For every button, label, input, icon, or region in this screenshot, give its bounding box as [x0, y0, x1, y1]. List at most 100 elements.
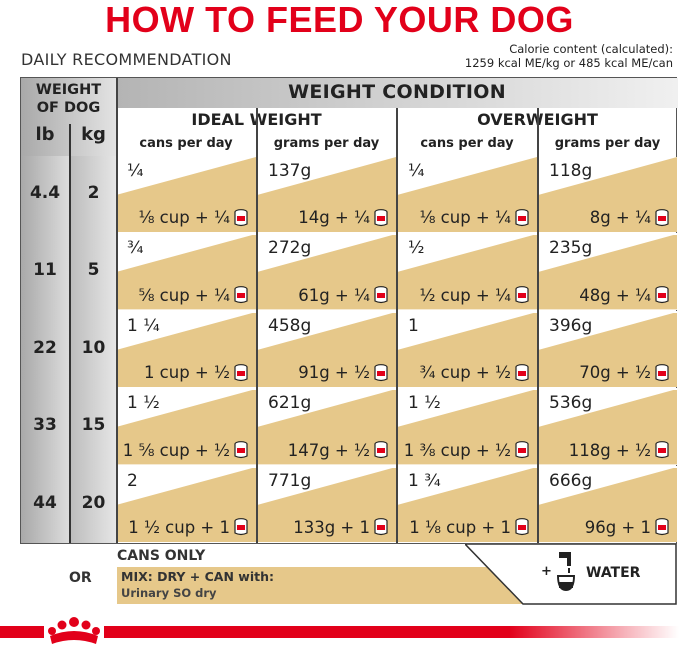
weight-label-line-2: OF DOG — [36, 100, 101, 116]
calorie-line-1: Calorie content (calculated): — [509, 42, 673, 56]
weight-lb-value: 11 — [33, 260, 57, 281]
mix-amount-text: 147g + ½ — [287, 440, 370, 460]
mix-amount-text: 133g + 1 — [293, 517, 370, 537]
cans-only-amount: 137g — [268, 161, 312, 181]
kg-column — [71, 156, 116, 543]
mix-amount: ½ cup + ¼ — [419, 286, 529, 305]
ideal-grams-column-header: grams per day — [273, 136, 380, 151]
cans-only-amount: 1 ½ — [408, 393, 441, 414]
mix-amount-text: 1 ⅜ cup + ½ — [403, 440, 511, 460]
can-icon — [655, 441, 669, 459]
or-label: OR — [69, 570, 92, 586]
can-icon — [374, 286, 388, 304]
water-tap-icon — [557, 552, 575, 591]
cans-only-amount: 2 — [127, 470, 138, 491]
mix-fill-area — [117, 389, 256, 465]
weight-kg-value: 5 — [87, 260, 100, 281]
over-cans-cell: ¼ ⅛ cup + ¼ — [398, 157, 537, 233]
lb-kg-divider — [69, 124, 71, 543]
cans-only-amount: ¼ — [127, 161, 144, 181]
mix-fill-area — [258, 157, 396, 233]
weight-kg-value: 20 — [81, 492, 106, 513]
can-icon — [374, 441, 388, 459]
can-icon — [515, 363, 529, 381]
ideal-cans-cell: 1 ¼ 1 cup + ½ — [117, 311, 256, 388]
can-icon — [374, 518, 388, 536]
can-icon — [515, 441, 529, 459]
cans-only-amount: ¼ — [408, 161, 425, 181]
footer-red-bar — [0, 626, 679, 638]
mix-amount-text: 1 ⅛ cup + 1 — [409, 517, 511, 537]
can-icon — [374, 363, 388, 381]
weight-kg-value: 15 — [81, 415, 106, 436]
over-cans-column-header: cans per day — [420, 136, 514, 151]
mix-fill-area — [398, 466, 537, 542]
mix-amount: 118g + ½ — [569, 441, 669, 460]
mix-amount: ¾ cup + ½ — [419, 363, 529, 382]
ideal-grams-cell: 137g 14g + ¼ — [258, 157, 396, 233]
mix-amount: ⅛ cup + ¼ — [419, 208, 529, 227]
mix-amount-text: ⅛ cup + ¼ — [138, 208, 230, 228]
daily-recommendation-label: DAILY RECOMMENDATION — [21, 50, 232, 69]
grid-line-vertical — [396, 108, 398, 543]
mix-fill-area — [539, 389, 677, 465]
cans-only-amount: 1 ¾ — [408, 470, 441, 491]
ideal-cans-cell: ¼ ⅛ cup + ¼ — [117, 157, 256, 233]
mix-amount-text: 1 ½ cup + 1 — [128, 517, 230, 537]
mix-amount-text: 48g + ¼ — [579, 285, 651, 305]
page-title: HOW TO FEED YOUR DOG — [105, 0, 574, 40]
lb-unit-label: lb — [35, 124, 55, 145]
mix-amount-text: ⅝ cup + ¼ — [138, 285, 230, 305]
mix-amount-text: ½ cup + ¼ — [419, 285, 511, 305]
grid-line-vertical — [116, 78, 118, 543]
mix-amount-text: 70g + ½ — [579, 363, 651, 383]
mix-amount: 147g + ½ — [288, 441, 388, 460]
mix-amount-text: 61g + ¼ — [298, 285, 370, 305]
mix-fill-area — [398, 311, 537, 388]
can-icon — [374, 208, 388, 226]
ideal-cans-cell: 1 ½ 1 ⅝ cup + ½ — [117, 389, 256, 465]
mix-fill-area — [117, 234, 256, 310]
mix-fill-area — [398, 157, 537, 233]
can-icon — [515, 208, 529, 226]
mix-amount: 61g + ¼ — [298, 286, 388, 305]
royal-canin-crown-logo — [44, 617, 104, 646]
mix-amount: ⅝ cup + ¼ — [138, 286, 248, 305]
weight-lb-value: 22 — [33, 337, 57, 358]
mix-product: Urinary SO dry — [121, 586, 217, 600]
mix-amount: 1 cup + ½ — [144, 363, 248, 382]
ideal-grams-cell: 621g 147g + ½ — [258, 389, 396, 465]
over-cans-cell: 1 ½ 1 ⅜ cup + ½ — [398, 389, 537, 465]
grid-line-vertical — [537, 108, 539, 543]
cans-only-amount: 1 — [408, 315, 419, 336]
can-icon — [234, 518, 248, 536]
mix-amount-text: ⅛ cup + ¼ — [419, 208, 511, 228]
mix-label: MIX: DRY + CAN with: — [121, 569, 274, 584]
weight-label-line-1: WEIGHT — [35, 82, 102, 98]
over-grams-column-header: grams per day — [554, 136, 661, 151]
feeding-table: WEIGHT OF DOG lb kg WEIGHT CONDITION IDE… — [20, 77, 678, 544]
mix-amount-text: 118g + ½ — [568, 440, 651, 460]
can-icon — [234, 363, 248, 381]
mix-amount: 8g + ¼ — [590, 208, 669, 227]
weight-condition-header: WEIGHT CONDITION — [116, 78, 678, 108]
mix-amount-text: 96g + 1 — [584, 517, 651, 537]
cans-only-amount: 458g — [268, 315, 312, 336]
mix-amount-text: 91g + ½ — [298, 363, 370, 383]
mix-fill-area — [539, 311, 677, 388]
mix-fill-area — [539, 466, 677, 542]
mix-fill-area — [258, 234, 396, 310]
can-icon — [234, 441, 248, 459]
mix-amount: 48g + ¼ — [579, 286, 669, 305]
ideal-cans-column-header: cans per day — [139, 136, 233, 151]
mix-fill-area — [398, 389, 537, 465]
ideal-grams-cell: 272g 61g + ¼ — [258, 234, 396, 310]
weight-of-dog-header: WEIGHT OF DOG lb kg — [21, 78, 116, 156]
can-icon — [234, 286, 248, 304]
plus-sign: + — [541, 564, 552, 579]
can-icon — [234, 208, 248, 226]
grid-line-vertical — [256, 108, 258, 543]
mix-fill-area — [117, 157, 256, 233]
can-icon — [655, 363, 669, 381]
mix-amount: 14g + ¼ — [298, 208, 388, 227]
